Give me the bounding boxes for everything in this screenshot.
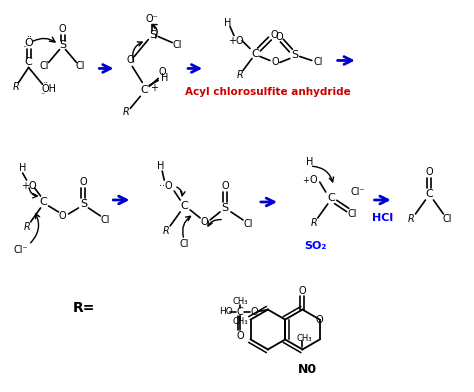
Text: Cl: Cl	[313, 58, 322, 67]
Text: H: H	[161, 73, 168, 83]
Text: H: H	[19, 163, 27, 173]
Text: ··O: ··O	[159, 181, 173, 191]
Text: ··: ··	[22, 43, 27, 52]
Text: Cl⁻: Cl⁻	[350, 187, 365, 197]
Text: R: R	[163, 226, 170, 236]
Text: S: S	[291, 49, 299, 60]
Text: R: R	[23, 222, 30, 232]
Text: C: C	[251, 49, 259, 58]
Text: Cl: Cl	[348, 209, 357, 219]
Text: H: H	[306, 157, 313, 167]
Text: O: O	[271, 58, 279, 67]
Text: S: S	[80, 199, 87, 209]
Text: C: C	[237, 307, 243, 317]
Text: O⁻: O⁻	[146, 14, 159, 24]
Text: C: C	[180, 201, 188, 211]
Text: Cl: Cl	[243, 219, 253, 229]
Text: O: O	[270, 29, 278, 40]
Text: CH₃: CH₃	[232, 317, 248, 326]
Text: Acyl chlorosulfite anhydride: Acyl chlorosulfite anhydride	[185, 87, 351, 97]
Text: +O: +O	[228, 36, 244, 45]
Text: Cl: Cl	[179, 239, 189, 249]
Text: O: O	[221, 181, 229, 191]
Text: S: S	[59, 40, 66, 49]
Text: R: R	[408, 214, 415, 224]
Text: Cl: Cl	[173, 40, 182, 49]
Text: CH₃: CH₃	[232, 297, 248, 306]
Text: Cl: Cl	[76, 62, 85, 71]
Text: O: O	[316, 314, 324, 325]
Text: R: R	[12, 82, 19, 93]
Text: C: C	[40, 197, 47, 207]
Text: H: H	[156, 161, 164, 171]
Text: C: C	[328, 193, 336, 203]
Text: ÖH: ÖH	[41, 84, 56, 94]
Text: C: C	[140, 85, 148, 95]
Text: S: S	[221, 203, 228, 213]
Text: Cl: Cl	[100, 215, 110, 225]
Text: SO₂: SO₂	[305, 241, 327, 251]
Text: O: O	[127, 56, 134, 65]
Text: Cl: Cl	[40, 62, 49, 71]
Text: HO: HO	[219, 307, 233, 316]
Text: R: R	[237, 71, 243, 80]
Text: O: O	[158, 67, 166, 78]
Text: HCl: HCl	[372, 213, 393, 223]
Text: R=: R=	[73, 301, 95, 315]
Text: Ö: Ö	[24, 38, 33, 47]
Text: C: C	[426, 189, 433, 199]
Text: R: R	[310, 218, 317, 228]
Text: Cl: Cl	[443, 214, 452, 224]
Text: Cl⁻: Cl⁻	[13, 245, 28, 255]
Text: +: +	[150, 83, 158, 93]
Text: O: O	[201, 217, 208, 227]
Text: O: O	[236, 330, 244, 341]
Text: +: +	[302, 176, 309, 185]
Text: O: O	[275, 32, 283, 42]
Text: O: O	[299, 286, 306, 296]
Text: S: S	[150, 29, 157, 40]
Text: CH₃: CH₃	[297, 334, 312, 343]
Text: H: H	[224, 18, 232, 27]
Text: R: R	[123, 107, 130, 117]
Text: O: O	[59, 211, 66, 221]
Text: O: O	[250, 307, 258, 317]
Text: O: O	[426, 167, 433, 177]
Text: O: O	[80, 177, 87, 187]
Text: O: O	[59, 24, 66, 34]
Text: ··: ··	[40, 90, 45, 99]
Text: C: C	[25, 58, 33, 67]
Text: N0: N0	[298, 363, 317, 376]
Text: O: O	[310, 175, 318, 185]
Text: +O: +O	[21, 181, 36, 191]
